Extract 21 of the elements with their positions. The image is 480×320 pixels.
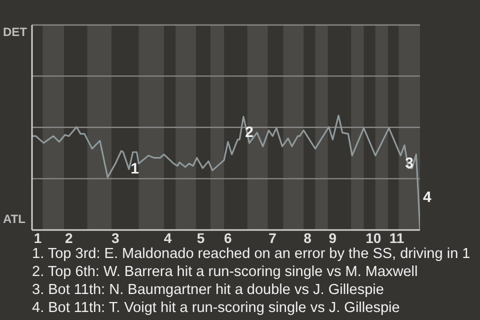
x-tick-label: 4 (164, 230, 172, 246)
x-tick-label: 9 (328, 230, 337, 246)
text: 3. Bot 11th: N. Baumgartner hit a double vs J. Gillespie (32, 281, 385, 299)
text: 4. Bot 11th: T. Voigt hit a run-scoring single vs J. Gillespie (32, 299, 401, 317)
x-tick-label: 8 (304, 230, 312, 246)
annotation: 3 (405, 154, 414, 172)
text: ATL (3, 212, 26, 226)
x-tick-label: 2 (64, 230, 73, 246)
annotation: 2 (245, 124, 254, 141)
x-tick-label: 1 (34, 230, 42, 246)
x-tick-label: 7 (268, 230, 277, 246)
text: DET (3, 25, 27, 39)
x-tick-label: 6 (224, 230, 232, 246)
x-tick-label: 10 (366, 230, 382, 246)
text: 4 (423, 189, 432, 206)
annotation: 1 (130, 160, 139, 178)
x-tick-label: 11 (389, 230, 404, 246)
text: 2. Top 6th: W. Barrera hit a run-scoring single vs M. Maxwell (32, 263, 419, 281)
text: 1. Top 3rd: E. Maldonado reached on an error by the SS, driving in 1 (32, 245, 470, 263)
x-tick-label: 5 (196, 230, 205, 246)
x-tick-label: 3 (112, 230, 120, 246)
